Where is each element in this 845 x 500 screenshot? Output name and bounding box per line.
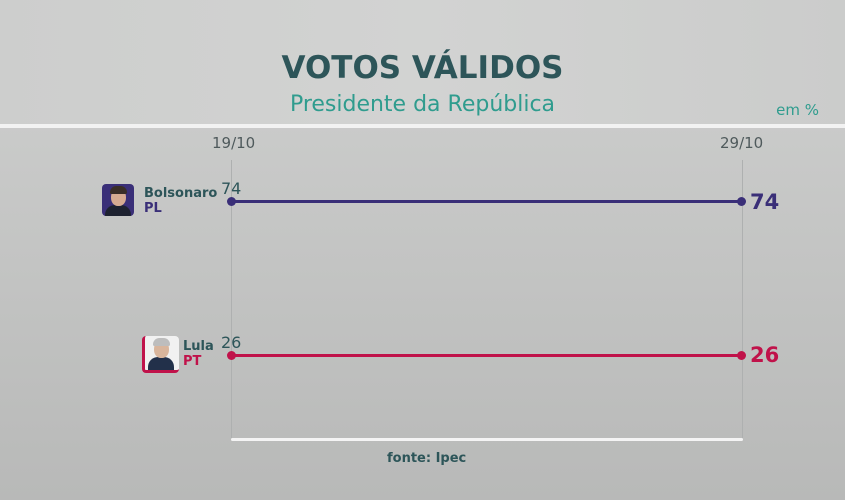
end-value: 74 [750,190,780,214]
data-point-end [737,351,746,360]
gridline-end [742,160,743,438]
candidate-party: PL [144,201,162,216]
chart-title: VOTOS VÁLIDOS [281,50,564,86]
header-divider [0,124,845,128]
gridline-start [231,160,232,438]
bolsonaro-photo-icon [102,184,134,216]
data-point-start [227,351,236,360]
series-line [231,354,742,357]
start-value: 26 [221,333,242,352]
candidate-name: Bolsonaro [144,186,218,201]
header-band [0,0,845,125]
x-axis-baseline [231,438,743,441]
series-line [231,200,742,203]
data-point-start [227,197,236,206]
start-value: 74 [221,179,242,198]
chart-subtitle: Presidente da República [289,92,556,117]
unit-label: em % [776,101,819,119]
candidate-party: PT [183,354,202,369]
end-value: 26 [750,343,780,367]
candidate-name: Lula [183,339,214,354]
x-tick-end: 29/10 [720,134,764,152]
data-point-end [737,197,746,206]
x-tick-start: 19/10 [212,134,256,152]
lula-photo-icon [142,336,179,373]
source-note: fonte: Ipec [387,451,467,466]
